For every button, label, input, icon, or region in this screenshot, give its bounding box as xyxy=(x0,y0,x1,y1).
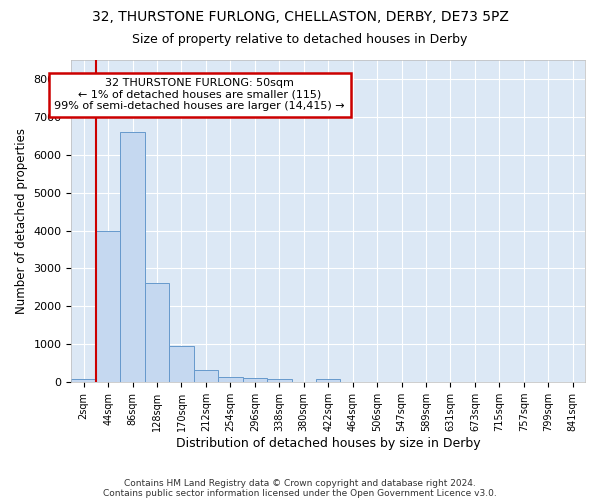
Bar xyxy=(242,378,267,382)
Text: 32, THURSTONE FURLONG, CHELLASTON, DERBY, DE73 5PZ: 32, THURSTONE FURLONG, CHELLASTON, DERBY… xyxy=(92,10,508,24)
Text: Size of property relative to detached houses in Derby: Size of property relative to detached ho… xyxy=(133,32,467,46)
Bar xyxy=(96,230,121,382)
Text: Contains public sector information licensed under the Open Government Licence v3: Contains public sector information licen… xyxy=(103,488,497,498)
X-axis label: Distribution of detached houses by size in Derby: Distribution of detached houses by size … xyxy=(176,437,481,450)
Bar xyxy=(71,380,96,382)
Bar xyxy=(316,379,340,382)
Bar xyxy=(121,132,145,382)
Bar xyxy=(194,370,218,382)
Text: Contains HM Land Registry data © Crown copyright and database right 2024.: Contains HM Land Registry data © Crown c… xyxy=(124,478,476,488)
Bar xyxy=(267,379,292,382)
Bar xyxy=(169,346,194,382)
Bar xyxy=(145,283,169,382)
Y-axis label: Number of detached properties: Number of detached properties xyxy=(15,128,28,314)
Text: 32 THURSTONE FURLONG: 50sqm
← 1% of detached houses are smaller (115)
99% of sem: 32 THURSTONE FURLONG: 50sqm ← 1% of deta… xyxy=(55,78,345,112)
Bar xyxy=(218,378,242,382)
